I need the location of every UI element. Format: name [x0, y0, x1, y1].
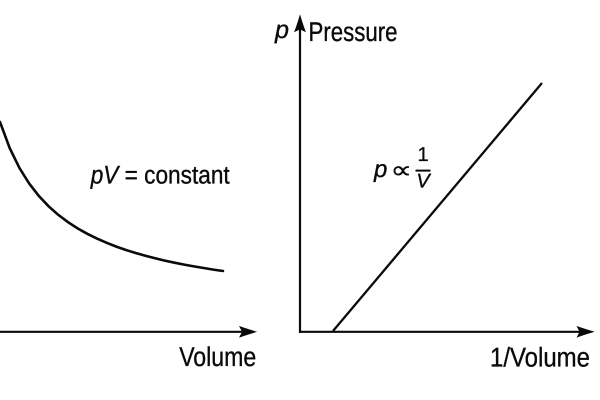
- svg-text:V: V: [416, 171, 431, 193]
- svg-text:1: 1: [417, 144, 428, 166]
- svg-text:Pressure: Pressure: [309, 17, 398, 47]
- svg-text:p: p: [373, 156, 387, 183]
- svg-text:Volume: Volume: [179, 342, 256, 372]
- svg-text:∝: ∝: [391, 157, 412, 184]
- svg-text:1/Volume: 1/Volume: [490, 342, 590, 372]
- svg-text:pV = constant: pV = constant: [90, 161, 230, 189]
- svg-text:p: p: [274, 16, 289, 44]
